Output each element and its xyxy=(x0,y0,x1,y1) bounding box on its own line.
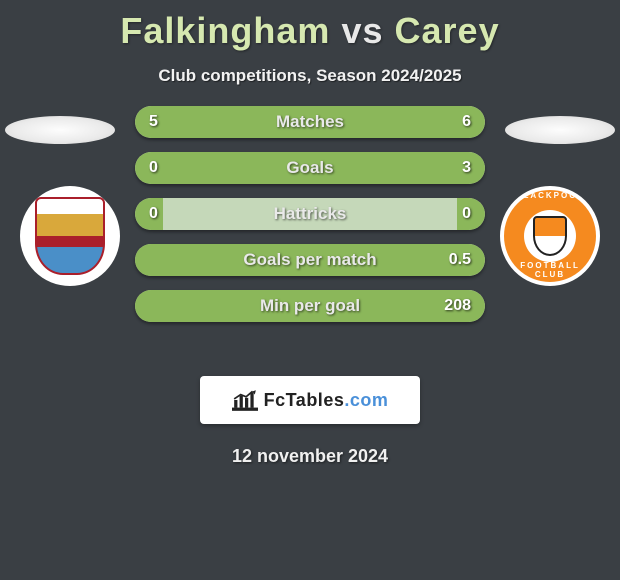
stat-value-right: 6 xyxy=(448,106,485,138)
home-crest xyxy=(20,186,120,286)
stat-bar-bg xyxy=(135,198,485,230)
stat-value-right: 0 xyxy=(448,198,485,230)
branding-badge[interactable]: FcTables.com xyxy=(200,376,420,424)
stat-bar-fill-right xyxy=(135,244,485,276)
stat-value-right: 3 xyxy=(448,152,485,184)
stat-bar-fill-right xyxy=(163,152,485,184)
stat-bar-bg xyxy=(135,244,485,276)
stat-value-right: 208 xyxy=(430,290,485,322)
subtitle: Club competitions, Season 2024/2025 xyxy=(0,66,620,86)
player1-name: Falkingham xyxy=(120,10,330,51)
stat-row: Goals per match0.5 xyxy=(135,244,485,276)
player2-photo xyxy=(505,116,615,144)
stat-value-left: 5 xyxy=(135,106,172,138)
stat-value-left xyxy=(135,290,163,322)
stat-row: Goals03 xyxy=(135,152,485,184)
stat-row: Hattricks00 xyxy=(135,198,485,230)
stat-bar-bg xyxy=(135,106,485,138)
stat-value-left: 0 xyxy=(135,198,172,230)
away-crest: BLACKPOOL FOOTBALL CLUB xyxy=(500,186,600,286)
page-title: Falkingham vs Carey xyxy=(0,10,620,52)
snapshot-date: 12 november 2024 xyxy=(0,446,620,467)
comparison-card: Falkingham vs Carey Club competitions, S… xyxy=(0,0,620,580)
stat-bars: Matches56Goals03Hattricks00Goals per mat… xyxy=(135,106,485,336)
stat-row: Min per goal208 xyxy=(135,290,485,322)
player2-name: Carey xyxy=(395,10,500,51)
stats-arena: BLACKPOOL FOOTBALL CLUB Matches56Goals03… xyxy=(0,116,620,366)
branding-text: FcTables.com xyxy=(264,390,389,411)
stat-value-left xyxy=(135,244,163,276)
away-crest-text: BLACKPOOL FOOTBALL CLUB xyxy=(504,190,596,282)
player1-photo xyxy=(5,116,115,144)
vs-label: vs xyxy=(341,10,383,51)
stat-value-right: 0.5 xyxy=(435,244,485,276)
stat-value-left: 0 xyxy=(135,152,172,184)
chart-icon xyxy=(232,389,258,411)
home-crest-shield xyxy=(35,197,105,275)
stat-row: Matches56 xyxy=(135,106,485,138)
stat-bar-bg xyxy=(135,152,485,184)
